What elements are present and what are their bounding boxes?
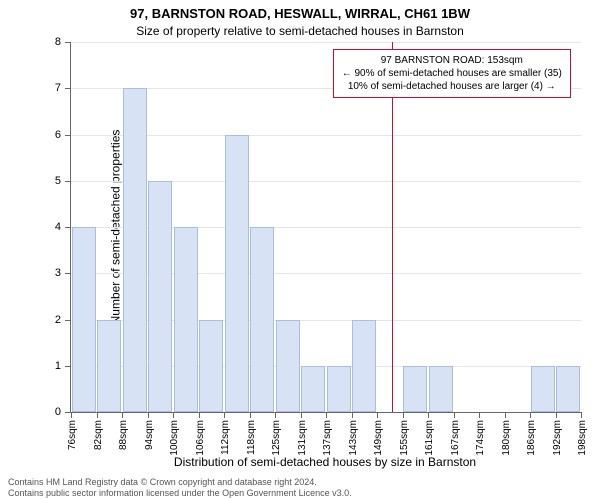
y-tick-label: 0 [55,406,61,418]
y-tick [65,366,71,367]
x-tick-label: 82sqm [93,420,104,450]
x-tick-label: 88sqm [118,420,129,450]
x-tick-label: 118sqm [246,420,257,455]
x-tick-label: 186sqm [526,420,537,456]
y-tick [65,320,71,321]
x-tick [556,412,557,418]
x-tick [275,412,276,418]
y-tick [65,42,71,43]
title-sub: Size of property relative to semi-detach… [0,24,600,38]
x-tick [148,412,149,418]
x-tick [454,412,455,418]
footer-attribution: Contains HM Land Registry data © Crown c… [8,477,352,499]
annotation-line2: ← 90% of semi-detached houses are smalle… [342,67,562,80]
x-tick-label: 155sqm [399,420,410,456]
y-tick-label: 2 [55,314,61,326]
x-tick-label: 100sqm [169,420,180,456]
x-tick-label: 161sqm [424,420,435,456]
x-tick-label: 180sqm [501,420,512,456]
x-tick-label: 149sqm [373,420,384,456]
x-tick-label: 106sqm [195,420,206,456]
x-tick-label: 125sqm [271,420,282,456]
histogram-bar [225,135,249,413]
histogram-bar [531,366,555,412]
y-tick [65,227,71,228]
x-tick [224,412,225,418]
x-tick [581,412,582,418]
x-tick [301,412,302,418]
histogram-bar [301,366,325,412]
histogram-bar [123,88,147,412]
x-axis-label: Distribution of semi-detached houses by … [70,455,580,469]
histogram-bar [199,320,223,413]
annotation-line1: 97 BARNSTON ROAD: 153sqm [342,54,562,67]
x-tick [530,412,531,418]
footer-line1: Contains HM Land Registry data © Crown c… [8,477,352,488]
x-tick [428,412,429,418]
x-tick [250,412,251,418]
y-tick [65,135,71,136]
y-tick-label: 4 [55,221,61,233]
y-tick [65,181,71,182]
x-tick-label: 137sqm [322,420,333,456]
x-tick-label: 112sqm [220,420,231,455]
x-tick [505,412,506,418]
y-tick [65,88,71,89]
histogram-bar [352,320,376,413]
x-tick [377,412,378,418]
x-tick-label: 94sqm [144,420,155,450]
chart-container: 97, BARNSTON ROAD, HESWALL, WIRRAL, CH61… [0,0,600,500]
x-tick-label: 143sqm [348,420,359,456]
histogram-bar [72,227,96,412]
histogram-bar [148,181,172,412]
x-tick-label: 174sqm [475,420,486,456]
gridline-h [71,42,581,43]
y-tick-label: 8 [55,36,61,48]
y-tick-label: 1 [55,360,61,372]
histogram-bar [556,366,580,412]
histogram-bar [327,366,351,412]
x-tick [71,412,72,418]
histogram-bar [429,366,453,412]
y-tick-label: 6 [55,129,61,141]
title-main: 97, BARNSTON ROAD, HESWALL, WIRRAL, CH61… [0,6,600,21]
y-tick [65,273,71,274]
histogram-bar [250,227,274,412]
x-tick [173,412,174,418]
y-tick-label: 7 [55,82,61,94]
histogram-bar [97,320,121,413]
x-tick [199,412,200,418]
x-tick-label: 76sqm [67,420,78,450]
histogram-bar [174,227,198,412]
x-tick [403,412,404,418]
plot-area: 01234567876sqm82sqm88sqm94sqm100sqm106sq… [70,42,581,413]
annotation-box: 97 BARNSTON ROAD: 153sqm← 90% of semi-de… [333,49,571,98]
histogram-bar [403,366,427,412]
x-tick [479,412,480,418]
x-tick [352,412,353,418]
footer-line2: Contains public sector information licen… [8,488,352,499]
x-tick-label: 167sqm [450,420,461,456]
y-tick-label: 5 [55,175,61,187]
y-tick-label: 3 [55,267,61,279]
x-tick-label: 131sqm [297,420,308,456]
x-tick [326,412,327,418]
x-tick-label: 198sqm [577,420,588,456]
x-tick-label: 192sqm [552,420,563,456]
x-tick [97,412,98,418]
histogram-bar [276,320,300,413]
gridline-h [71,135,581,136]
annotation-line3: 10% of semi-detached houses are larger (… [342,80,562,93]
x-tick [122,412,123,418]
